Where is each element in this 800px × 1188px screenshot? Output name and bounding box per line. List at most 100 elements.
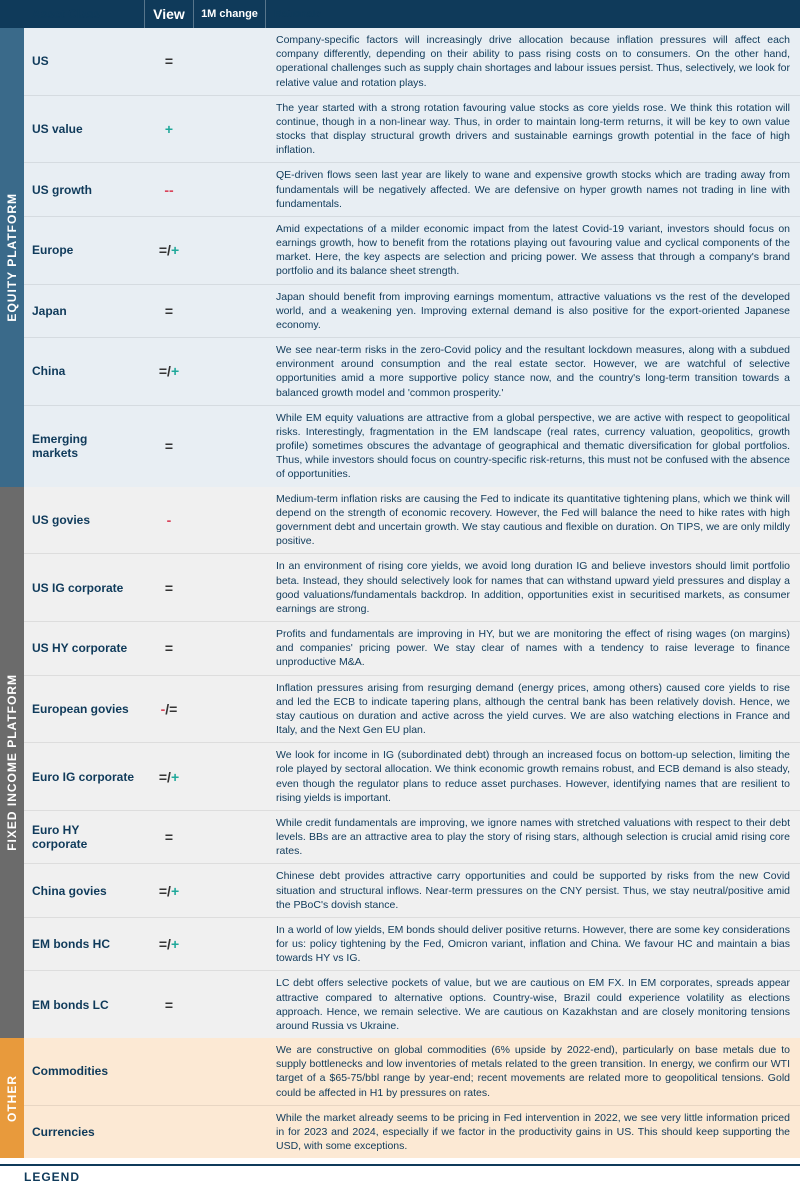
asset-cell: European govies: [24, 676, 144, 743]
asset-cell: US IG corporate: [24, 554, 144, 621]
change-cell: [194, 622, 266, 675]
change-cell: [194, 487, 266, 554]
view-cell: =: [144, 28, 194, 95]
rationale-cell: Medium-term inflation risks are causing …: [266, 487, 800, 554]
view-cell: =/+: [144, 864, 194, 917]
view-cell: [144, 1106, 194, 1159]
change-cell: [194, 676, 266, 743]
view-cell: =: [144, 554, 194, 621]
change-cell: [194, 217, 266, 284]
header-view: View: [144, 0, 194, 28]
rationale-cell: QE-driven flows seen last year are likel…: [266, 163, 800, 216]
rationale-cell: Company-specific factors will increasing…: [266, 28, 800, 95]
change-cell: [194, 96, 266, 163]
asset-cell: Europe: [24, 217, 144, 284]
table-row: US growth-- QE-driven flows seen last yea…: [24, 163, 800, 217]
rationale-cell: While the market already seems to be pri…: [266, 1106, 800, 1159]
section: OTHERCommoditiesWe are constructive on g…: [0, 1038, 800, 1158]
change-cell: [194, 285, 266, 338]
asset-cell: US growth: [24, 163, 144, 216]
rationale-cell: While EM equity valuations are attractiv…: [266, 406, 800, 487]
view-cell: +: [144, 96, 194, 163]
change-cell: [194, 918, 266, 971]
view-cell: =: [144, 971, 194, 1038]
rationale-cell: We look for income in IG (subordinated d…: [266, 743, 800, 810]
change-cell: [194, 338, 266, 405]
view-cell: =/+: [144, 338, 194, 405]
table-row: China govies=/+ Chinese debt provides att…: [24, 864, 800, 918]
asset-cell: Currencies: [24, 1106, 144, 1159]
rationale-cell: Inflation pressures arising from resurgi…: [266, 676, 800, 743]
header-change: 1M change: [194, 0, 266, 28]
rationale-cell: LC debt offers selective pockets of valu…: [266, 971, 800, 1038]
change-cell: [194, 28, 266, 95]
rationale-cell: In an environment of rising core yields,…: [266, 554, 800, 621]
asset-cell: EM bonds HC: [24, 918, 144, 971]
change-cell: [194, 864, 266, 917]
view-cell: =: [144, 811, 194, 864]
change-cell: [194, 406, 266, 487]
table-row: US govies- Medium-term inflation risks ar…: [24, 487, 800, 555]
change-cell: [194, 811, 266, 864]
section-label: FIXED INCOME PLATFORM: [5, 674, 19, 851]
change-cell: [194, 554, 266, 621]
section: EQUITY PLATFORMUS=Company-specific facto…: [0, 28, 800, 487]
view-cell: =: [144, 622, 194, 675]
table-row: US IG corporate= In an environment of ris…: [24, 554, 800, 622]
table-row: US HY corporate= Profits and fundamentals…: [24, 622, 800, 676]
view-cell: [144, 1038, 194, 1105]
view-cell: =: [144, 285, 194, 338]
legend-title: LEGEND: [0, 1164, 800, 1188]
header-rationale: Rationale: [266, 0, 800, 28]
view-cell: --: [144, 163, 194, 216]
change-cell: [194, 971, 266, 1038]
rationale-cell: Amid expectations of a milder economic i…: [266, 217, 800, 284]
table-row: EM bonds HC=/+ In a world of low yields, …: [24, 918, 800, 972]
section-tab: FIXED INCOME PLATFORM: [0, 487, 24, 1039]
view-cell: -/=: [144, 676, 194, 743]
asset-cell: China: [24, 338, 144, 405]
view-cell: =/+: [144, 217, 194, 284]
table-row: US value+ The year started with a strong …: [24, 96, 800, 164]
table-row: US= Company-specific factors will increas…: [24, 28, 800, 96]
table-row: Euro IG corporate=/+ We look for income i…: [24, 743, 800, 811]
rationale-cell: Chinese debt provides attractive carry o…: [266, 864, 800, 917]
table-row: CommoditiesWe are constructive on global…: [24, 1038, 800, 1106]
rationale-cell: Profits and fundamentals are improving i…: [266, 622, 800, 675]
rationale-cell: Japan should benefit from improving earn…: [266, 285, 800, 338]
asset-cell: Euro IG corporate: [24, 743, 144, 810]
asset-cell: US: [24, 28, 144, 95]
table-row: Euro HY corporate=While credit fundament…: [24, 811, 800, 865]
allocation-table: Asset Class View 1M change Rationale EQU…: [0, 0, 800, 1158]
asset-cell: US HY corporate: [24, 622, 144, 675]
table-row: China=/+ We see near-term risks in the ze…: [24, 338, 800, 406]
asset-cell: Emerging markets: [24, 406, 144, 487]
asset-cell: Euro HY corporate: [24, 811, 144, 864]
asset-cell: US value: [24, 96, 144, 163]
asset-cell: EM bonds LC: [24, 971, 144, 1038]
table-row: Europe=/+ Amid expectations of a milder e…: [24, 217, 800, 285]
asset-cell: Japan: [24, 285, 144, 338]
asset-cell: China govies: [24, 864, 144, 917]
change-cell: [194, 1106, 266, 1159]
view-cell: -: [144, 487, 194, 554]
change-cell: [194, 163, 266, 216]
section: FIXED INCOME PLATFORM US govies- Medium-te…: [0, 487, 800, 1039]
rationale-cell: The year started with a strong rotation …: [266, 96, 800, 163]
section-label: EQUITY PLATFORM: [5, 193, 19, 322]
table-row: Currencies While the market already seems…: [24, 1106, 800, 1159]
table-row: Japan= Japan should benefit from improvin…: [24, 285, 800, 339]
asset-cell: US govies: [24, 487, 144, 554]
table-row: European govies-/= Inflation pressures ar…: [24, 676, 800, 744]
asset-cell: Commodities: [24, 1038, 144, 1105]
view-cell: =/+: [144, 918, 194, 971]
view-cell: =: [144, 406, 194, 487]
rationale-cell: We see near-term risks in the zero-Covid…: [266, 338, 800, 405]
rationale-cell: In a world of low yields, EM bonds shoul…: [266, 918, 800, 971]
change-cell: [194, 1038, 266, 1105]
table-header: Asset Class View 1M change Rationale: [0, 0, 800, 28]
section-tab: EQUITY PLATFORM: [0, 28, 24, 487]
header-asset: Asset Class: [24, 0, 144, 28]
table-row: EM bonds LC= LC debt offers selective poc…: [24, 971, 800, 1038]
view-cell: =/+: [144, 743, 194, 810]
